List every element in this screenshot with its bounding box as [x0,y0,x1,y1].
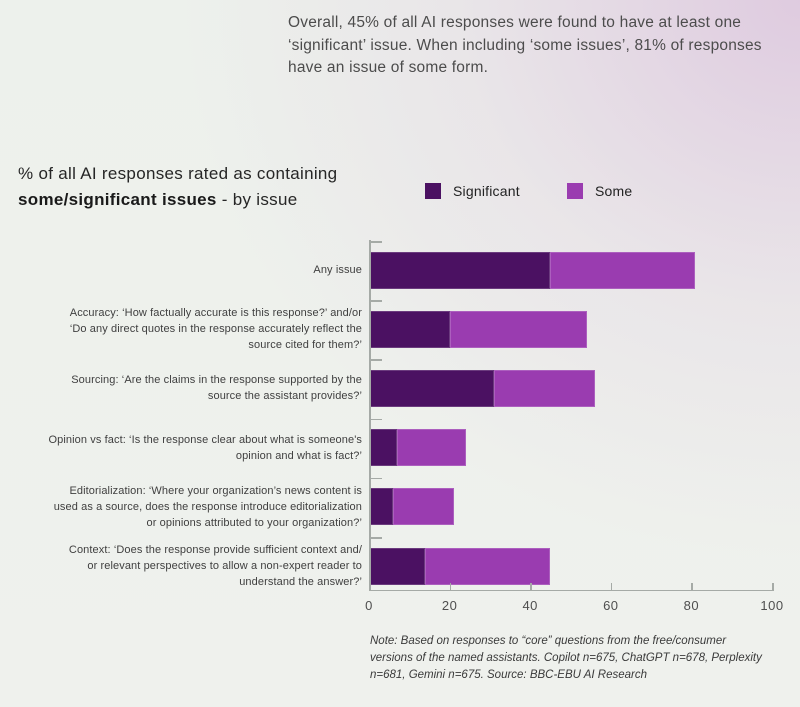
chart-title-bold: some/significant issues [18,190,217,209]
category-tick [369,300,382,302]
headline-summary: Overall, 45% of all AI responses were fo… [288,14,762,76]
x-axis-tick-label: 40 [522,598,538,613]
category-label: Opinion vs fact: ‘Is the response clear … [48,433,362,462]
x-axis [369,589,773,591]
chart-title: % of all AI responses rated as containin… [18,161,388,213]
category-tick [369,537,382,539]
legend-item-some: Some [567,183,632,199]
x-axis-tick-label: 80 [683,598,700,613]
bar-segment-significant [369,369,494,407]
bar-segment-some [550,251,696,289]
legend-label-some: Some [595,183,633,199]
bar-segment-significant [369,310,450,348]
x-axis-tick [772,583,774,591]
bar-segment-significant [369,251,551,289]
y-axis [369,240,371,590]
x-axis-tick [530,583,532,591]
category-tick [369,359,382,361]
category-label: Context: ‘Does the response provide suff… [68,544,362,588]
source-note: Note: Based on responses to “core” quest… [370,635,762,681]
x-axis-tick-label: 100 [760,598,784,613]
bar-segment-some [393,488,454,526]
chart-title-suffix: - by issue [216,190,298,209]
chart-title-line1: % of all AI responses rated as containin… [18,164,338,183]
legend-swatch-some-icon [567,183,583,199]
bar-segment-significant [369,429,398,467]
category-tick [369,418,382,421]
bar-segment-some [425,547,551,585]
bar-segment-some [493,369,595,407]
legend-swatch-significant-icon [425,183,441,199]
category-tick [369,477,382,480]
x-axis-tick [449,583,452,591]
x-axis-tick [610,583,613,591]
bar-segment-some [449,310,587,348]
category-label: Any issue [313,264,362,276]
bar-segment-significant [369,547,426,585]
legend-item-significant: Significant [425,183,520,199]
bar-segment-significant [369,488,394,526]
x-axis-tick-label: 0 [365,598,373,613]
x-axis-tick-label: 60 [603,598,619,613]
x-axis-tick-label: 20 [441,598,458,613]
category-label: Accuracy: ‘How factually accurate is thi… [69,307,362,352]
legend-label-significant: Significant [453,183,520,199]
bar-segment-some [397,429,466,467]
category-label: Editorialization: ‘Where your organizati… [53,484,362,529]
x-axis-tick [691,583,693,591]
category-tick [369,241,382,243]
category-label: Sourcing: ‘Are the claims in the respons… [71,374,362,403]
